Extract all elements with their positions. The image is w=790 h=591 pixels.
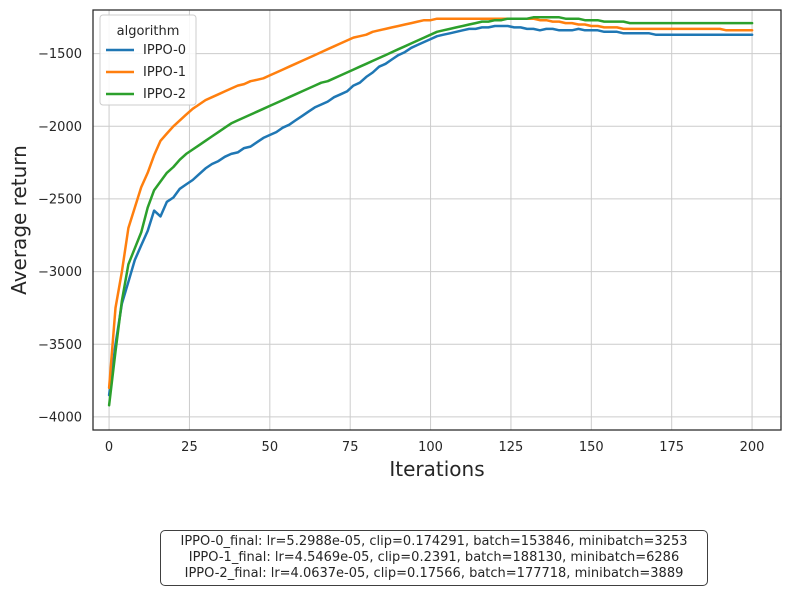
y-tick-labels: −4000 −3500 −3000 −2500 −2000 −1500: [38, 47, 82, 425]
x-tick-label: 100: [418, 440, 443, 455]
legend: algorithm IPPO-0 IPPO-1 IPPO-2: [99, 14, 197, 106]
y-gridlines: [93, 53, 781, 418]
y-tick-label: −2000: [38, 120, 82, 135]
legend-label-ippo-0: IPPO-0: [143, 43, 186, 58]
x-tick-labels: 0 25 50 75 100 125 150 175 200: [105, 440, 765, 455]
annotation-line-ippo-1: IPPO-1_final: lr=4.5469e-05, clip=0.2391…: [188, 550, 680, 565]
x-tick-label: 0: [105, 440, 113, 455]
y-tick-label: −4000: [38, 410, 82, 425]
y-tick-label: −1500: [38, 47, 82, 62]
legend-label-ippo-1: IPPO-1: [143, 65, 186, 80]
x-tick-label: 125: [499, 440, 524, 455]
plot-frame: [92, 9, 782, 431]
series-line-ippo-1: [107, 17, 754, 390]
x-tick-label: 50: [262, 440, 279, 455]
y-tick-label: −3500: [38, 338, 82, 353]
legend-box: [99, 14, 197, 106]
legend-title: algorithm: [117, 24, 180, 39]
x-tick-label: 75: [342, 440, 359, 455]
annotation-line-ippo-2: IPPO-2_final: lr=4.0637e-05, clip=0.1756…: [184, 566, 684, 581]
series-lines: [107, 16, 754, 407]
annotation-line-ippo-0: IPPO-0_final: lr=5.2988e-05, clip=0.1742…: [180, 534, 688, 549]
hyperparameter-annotation-box: IPPO-0_final: lr=5.2988e-05, clip=0.1742…: [160, 530, 708, 586]
x-gridlines: [108, 10, 753, 430]
x-tick-label: 150: [579, 440, 604, 455]
y-tick-label: −2500: [38, 192, 82, 207]
x-axis-label: Iterations: [389, 457, 484, 481]
x-tick-label: 200: [740, 440, 765, 455]
y-axis-label: Average return: [7, 145, 31, 295]
legend-entries: IPPO-0 IPPO-1 IPPO-2: [106, 43, 186, 102]
y-tick-label: −3000: [38, 265, 82, 280]
series-line-ippo-0: [107, 24, 754, 397]
legend-label-ippo-2: IPPO-2: [143, 87, 186, 102]
series-line-ippo-2: [107, 16, 754, 407]
x-tick-label: 175: [659, 440, 684, 455]
x-tick-label: 25: [181, 440, 198, 455]
